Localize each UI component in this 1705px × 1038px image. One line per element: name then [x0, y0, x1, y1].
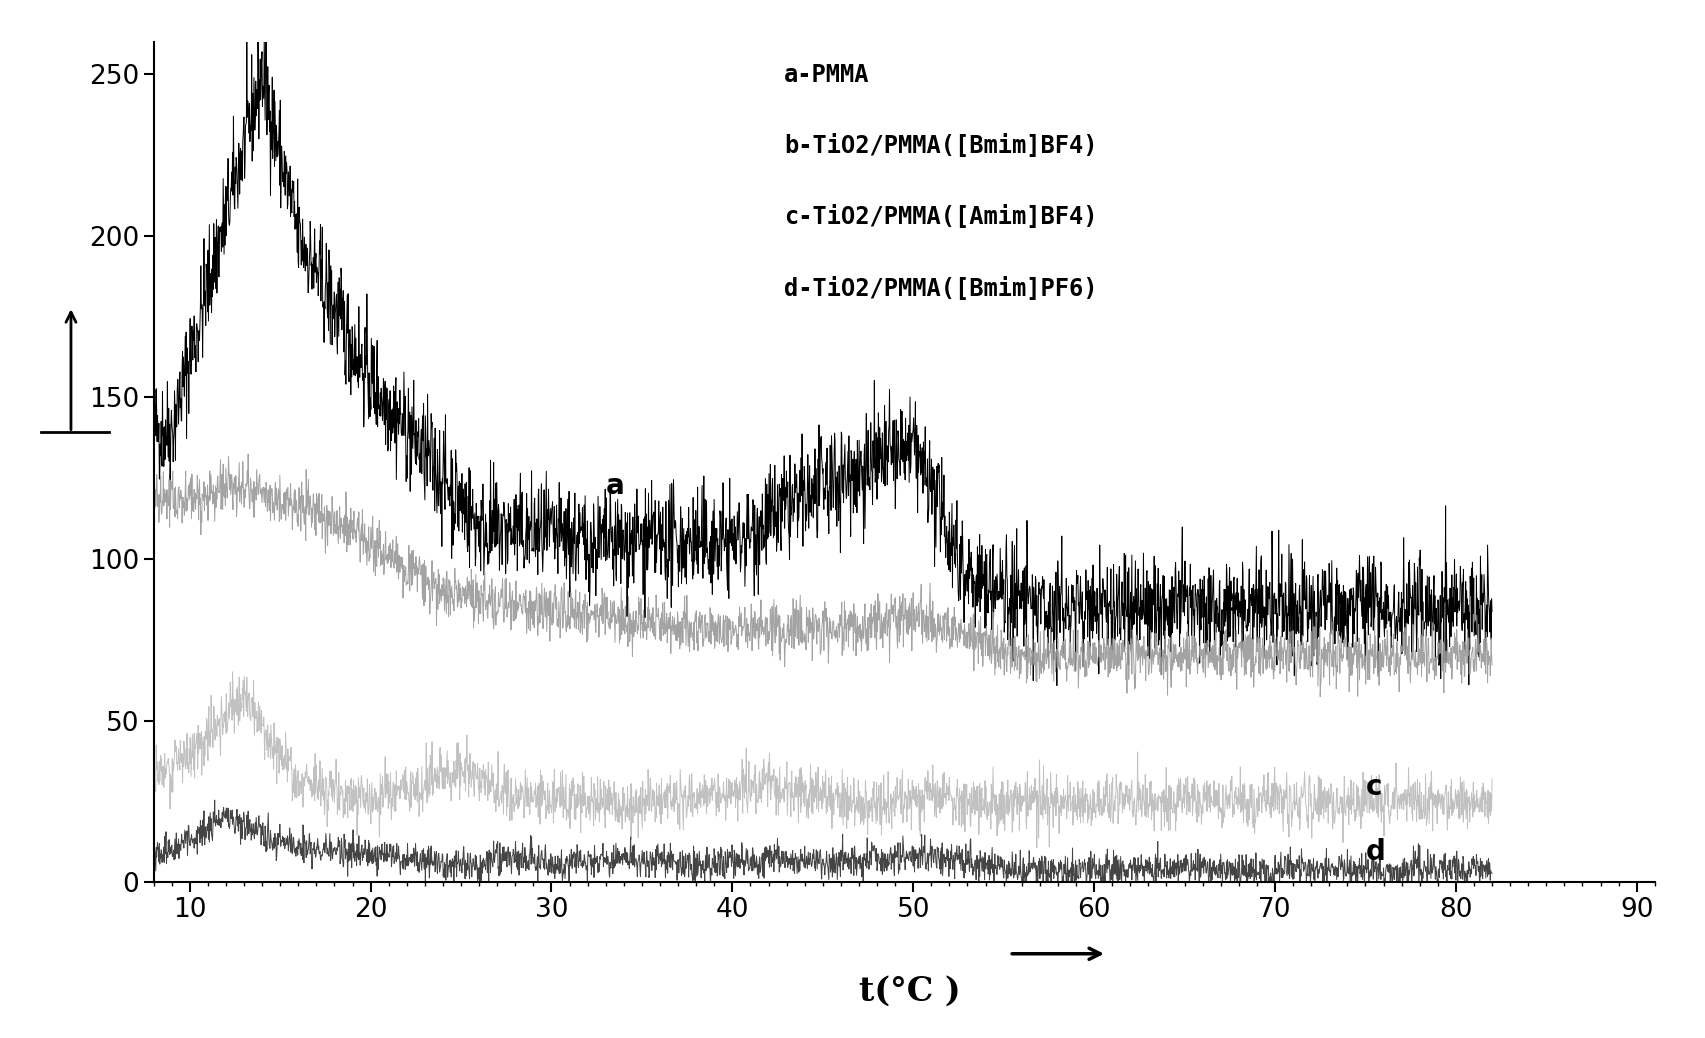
Text: a-PMMA: a-PMMA	[784, 62, 870, 86]
Text: c: c	[1364, 773, 1381, 801]
Text: b-TiO2/PMMA([Bmim]BF4): b-TiO2/PMMA([Bmim]BF4)	[784, 134, 1096, 158]
Text: c-TiO2/PMMA([Amim]BF4): c-TiO2/PMMA([Amim]BF4)	[784, 206, 1096, 229]
Text: b: b	[1221, 589, 1240, 617]
Text: d-TiO2/PMMA([Bmim]PF6): d-TiO2/PMMA([Bmim]PF6)	[784, 277, 1096, 301]
Text: d: d	[1364, 838, 1384, 866]
Text: t(°C ): t(°C )	[859, 975, 960, 1008]
Text: a: a	[605, 472, 624, 500]
